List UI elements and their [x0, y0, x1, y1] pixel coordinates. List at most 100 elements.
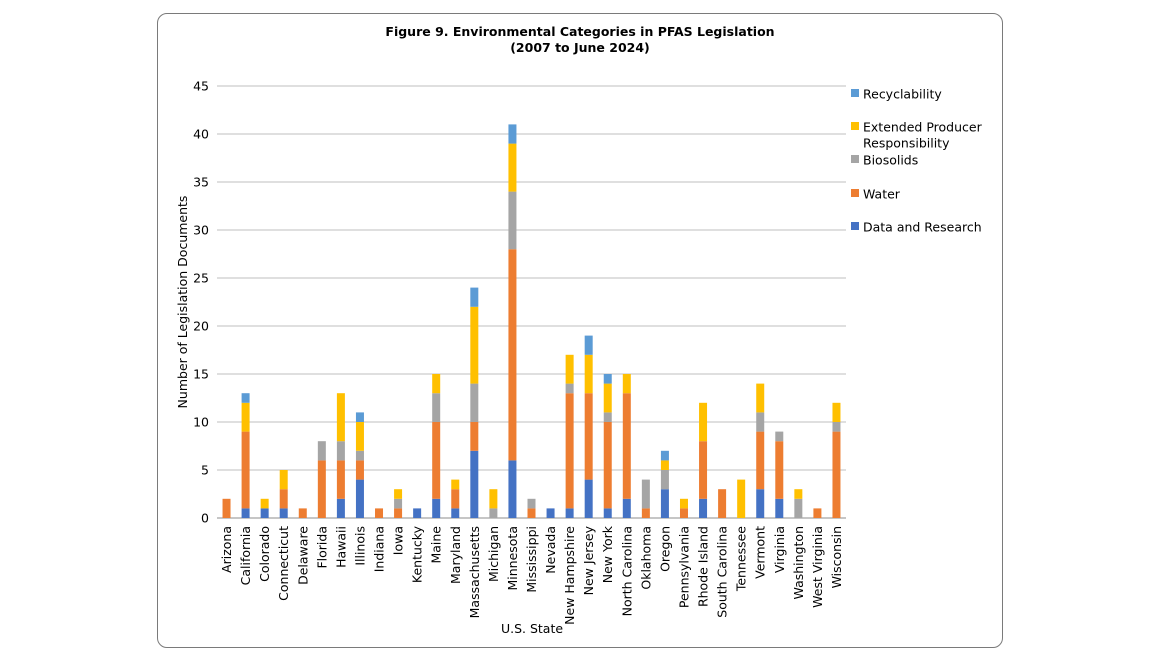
x-tick-label: Maine — [429, 526, 444, 564]
bar-segment — [413, 508, 422, 518]
bar-segment — [336, 393, 345, 442]
x-tick-label: Mississippi — [524, 526, 539, 593]
bar-segment — [565, 383, 574, 394]
bar-segment — [355, 479, 364, 518]
bar-segment — [603, 412, 612, 422]
bar-segment — [260, 498, 269, 509]
bar-segment — [260, 508, 269, 518]
bar-segment — [565, 393, 574, 509]
bar-segment — [603, 422, 612, 509]
x-tick-label: Michigan — [486, 526, 501, 582]
x-tick-label: New York — [600, 525, 615, 583]
bar-segment — [432, 498, 441, 518]
legend-label: Water — [863, 187, 901, 202]
y-axis-label: Number of Legislation Documents — [175, 196, 190, 409]
bar-segment — [508, 143, 517, 192]
x-tick-label: Oregon — [657, 526, 672, 572]
bar-segment — [546, 508, 555, 518]
bar-segment — [775, 441, 784, 499]
bar-segment — [279, 508, 288, 518]
x-tick-label: Hawaii — [333, 526, 348, 568]
bar-segment — [584, 479, 593, 518]
bar-segment — [756, 431, 765, 490]
legend-swatch — [851, 155, 859, 163]
chart-subtitle: (2007 to June 2024) — [510, 40, 650, 55]
chart-frame — [157, 13, 1003, 648]
bar-segment — [660, 450, 669, 461]
y-tick-label: 25 — [193, 271, 209, 286]
bar-segment — [756, 412, 765, 432]
chart-title: Figure 9. Environmental Categories in PF… — [385, 24, 774, 39]
bar-segment — [832, 402, 841, 422]
x-tick-label: New Jersey — [581, 525, 596, 595]
x-tick-label: South Carolina — [715, 526, 730, 618]
gridlines — [217, 85, 846, 519]
legend-swatch — [851, 222, 859, 230]
bar-segment — [584, 393, 593, 480]
bar-segment — [451, 508, 460, 518]
y-tick-label: 0 — [201, 511, 209, 526]
x-tick-label: Arizona — [219, 526, 234, 573]
bar-segment — [355, 412, 364, 422]
bar-segment — [336, 441, 345, 461]
bar-segment — [584, 354, 593, 394]
bar-segment — [679, 508, 688, 518]
x-tick-label: Massachusetts — [467, 526, 482, 618]
bar-segment — [622, 498, 631, 518]
bar-segment — [241, 402, 250, 432]
x-tick-label: Minnesota — [505, 526, 520, 591]
bar-segment — [470, 287, 479, 307]
bar-segment — [375, 508, 384, 518]
bar-segment — [508, 460, 517, 518]
y-tick-label: 10 — [193, 415, 209, 430]
x-tick-label: Tennessee — [734, 526, 749, 592]
y-tick-label: 5 — [201, 463, 209, 478]
x-tick-label: Vermont — [753, 526, 768, 579]
bar-segment — [527, 508, 536, 518]
bar-segment — [241, 508, 250, 518]
bar-segment — [317, 441, 326, 461]
y-tick-label: 15 — [193, 367, 209, 382]
bar-segment — [451, 489, 460, 509]
x-tick-label: Delaware — [295, 526, 310, 585]
bar-segment — [603, 374, 612, 384]
legend-label: Extended Producer Responsibility — [863, 120, 983, 151]
y-tick-labels: 0 5 10 15 20 25 30 35 40 45 — [193, 79, 209, 526]
bar-segment — [508, 124, 517, 144]
bar-segment — [660, 489, 669, 518]
bar-segment — [470, 422, 479, 451]
bar-segment — [641, 479, 650, 509]
bar-segment — [660, 460, 669, 470]
x-tick-label: Florida — [314, 526, 329, 569]
bar-segment — [699, 441, 708, 499]
legend-label: Biosolids — [863, 153, 918, 168]
x-tick-label: Connecticut — [276, 526, 291, 601]
bar-segment — [470, 450, 479, 518]
y-tick-label: 35 — [193, 175, 209, 190]
bar-segment — [603, 508, 612, 518]
bar-segment — [241, 393, 250, 403]
bar-segment — [565, 354, 574, 384]
bar-segment — [641, 508, 650, 518]
x-tick-label: Pennsylvania — [676, 526, 691, 608]
bar-segment — [241, 431, 250, 509]
bar-segment — [432, 422, 441, 499]
x-tick-label: California — [238, 526, 253, 585]
x-tick-label: Wisconsin — [829, 526, 844, 588]
bar-segment — [222, 498, 231, 518]
bar-segment — [394, 508, 403, 518]
bar-segment — [355, 450, 364, 461]
y-tick-label: 40 — [193, 127, 209, 142]
bar-segment — [298, 508, 307, 518]
legend-swatch — [851, 122, 859, 130]
bar-segment — [527, 498, 536, 509]
bar-segment — [584, 335, 593, 355]
bar-segment — [603, 383, 612, 413]
x-tick-label: Kentucky — [410, 525, 425, 583]
y-tick-label: 30 — [193, 223, 209, 238]
x-tick-label: North Carolina — [619, 526, 634, 616]
x-tick-labels: Arizona California Colorado Connecticut Dela… — [219, 525, 844, 625]
bar-segment — [451, 479, 460, 490]
bar-segment — [737, 479, 746, 518]
